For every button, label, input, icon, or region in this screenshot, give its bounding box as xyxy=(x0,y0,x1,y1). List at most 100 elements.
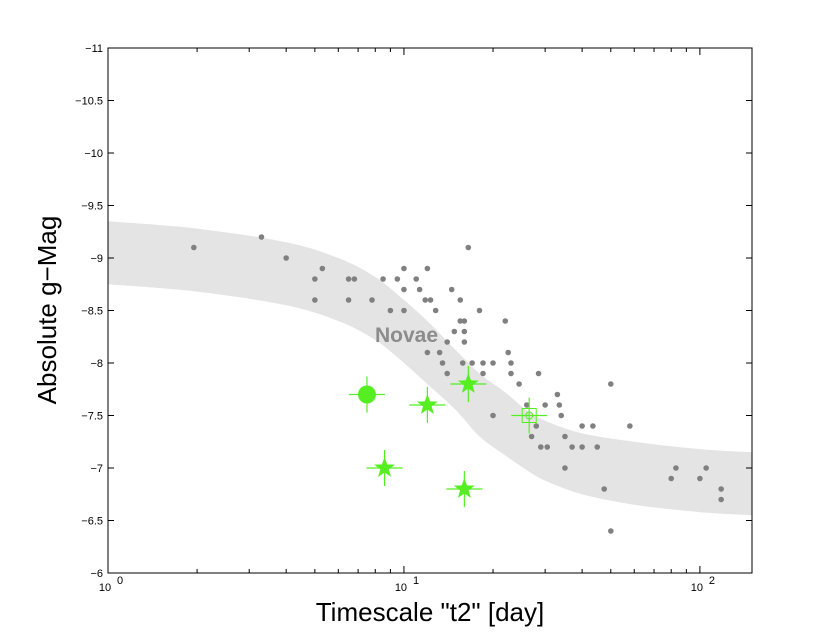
data-point xyxy=(465,244,472,251)
y-tick-label: −10.5 xyxy=(75,96,103,108)
x-tick-label: 10 xyxy=(99,582,111,594)
data-point xyxy=(537,444,544,450)
data-point xyxy=(380,276,386,282)
y-tick-label: −6.5 xyxy=(81,516,103,528)
data-point xyxy=(319,265,326,272)
data-point xyxy=(607,381,614,387)
data-point xyxy=(258,234,265,240)
data-point xyxy=(697,475,703,482)
data-point xyxy=(480,370,486,377)
data-point xyxy=(436,349,443,356)
square-inner-circle xyxy=(525,411,534,420)
data-point xyxy=(508,370,514,377)
data-point xyxy=(569,444,575,450)
data-point xyxy=(668,475,675,482)
data-point xyxy=(283,255,289,261)
data-point xyxy=(703,465,709,471)
data-point xyxy=(554,391,561,398)
series-layer xyxy=(191,234,724,534)
star-marker xyxy=(374,457,396,477)
y-tick-label: −10 xyxy=(84,148,103,160)
transient-marker-star xyxy=(446,471,483,507)
x-tick-label: 10 xyxy=(691,582,703,594)
y-axis-title: Absolute g−Mag xyxy=(32,216,62,405)
data-point xyxy=(369,297,375,303)
y-tick-label: −6 xyxy=(90,568,103,580)
data-point xyxy=(516,381,522,387)
data-point xyxy=(558,412,565,419)
data-point xyxy=(562,433,568,440)
transient-marker-square xyxy=(511,397,548,434)
data-point xyxy=(502,318,509,324)
data-point xyxy=(544,444,551,450)
x-tick-exponent: 2 xyxy=(709,575,715,587)
y-tick-label: −9.5 xyxy=(81,201,103,213)
data-point xyxy=(432,307,439,314)
y-tick-label: −7.5 xyxy=(81,411,103,423)
data-point xyxy=(345,276,352,282)
data-point xyxy=(542,402,548,408)
data-point xyxy=(480,360,486,366)
band-layer xyxy=(108,221,752,516)
data-point xyxy=(422,297,429,303)
data-point xyxy=(556,402,563,408)
data-point xyxy=(528,433,535,440)
data-point xyxy=(457,318,464,324)
data-point xyxy=(401,286,407,293)
data-point xyxy=(718,486,724,492)
data-point xyxy=(424,265,431,272)
data-point xyxy=(590,423,596,429)
data-point xyxy=(562,465,568,471)
data-point xyxy=(444,339,450,345)
data-point xyxy=(533,423,540,429)
y-tick-label: −8 xyxy=(90,358,103,370)
data-point xyxy=(469,360,475,366)
data-point xyxy=(439,360,446,366)
circle-marker xyxy=(357,385,376,404)
data-point xyxy=(312,297,318,303)
y-tick-label: −7 xyxy=(90,463,103,475)
transient-marker-circle xyxy=(348,376,385,413)
novae-annotation: Novae xyxy=(375,324,438,347)
x-tick-exponent: 0 xyxy=(117,575,123,587)
data-point xyxy=(401,307,407,314)
data-point xyxy=(523,402,530,408)
data-point xyxy=(191,244,197,251)
x-tick-label: 10 xyxy=(395,582,407,594)
data-point xyxy=(444,370,450,377)
star-marker xyxy=(457,373,479,393)
square-marker xyxy=(521,408,537,423)
data-point xyxy=(476,307,483,314)
data-point xyxy=(387,307,394,314)
data-point xyxy=(601,486,608,492)
data-point xyxy=(351,276,358,282)
data-point xyxy=(451,328,458,335)
data-point xyxy=(401,265,407,272)
data-point xyxy=(345,297,352,303)
transient-marker-star xyxy=(366,450,403,486)
transient-marker-star xyxy=(450,366,487,402)
data-point xyxy=(508,360,514,366)
axis-layer: −11 −10.5 −10 −9.5 −9 −8.5 −8 −7.5 −7 −6.5 −6 10 0 10… xyxy=(75,43,752,594)
data-point xyxy=(448,286,455,293)
data-point xyxy=(427,297,434,303)
data-point xyxy=(594,444,601,450)
data-point xyxy=(461,339,468,345)
data-point xyxy=(579,423,585,429)
data-point xyxy=(461,318,468,324)
data-point xyxy=(579,444,585,450)
y-tick-label: −8.5 xyxy=(81,306,103,318)
data-point xyxy=(607,528,614,534)
novae-band xyxy=(108,221,752,516)
transient-marker-star xyxy=(409,387,446,423)
data-point xyxy=(673,465,679,471)
star-marker xyxy=(416,394,438,414)
data-point xyxy=(461,328,468,335)
y-tick-label: −9 xyxy=(90,253,103,265)
data-point xyxy=(457,297,464,303)
data-point xyxy=(535,370,542,377)
data-point xyxy=(312,276,318,282)
x-tick-exponent: 1 xyxy=(413,575,419,587)
data-point xyxy=(413,276,419,282)
